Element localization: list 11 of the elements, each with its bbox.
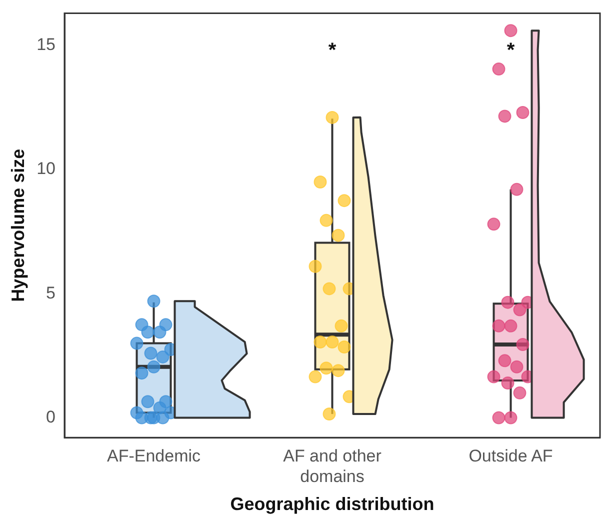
x-tick-label: Outside AF [468, 446, 553, 466]
x-tick-label: AF-Endemic [106, 446, 202, 466]
x-tick-label: AF and other domains [283, 446, 382, 486]
y-tick-label: 0 [46, 407, 56, 426]
annotation: * [328, 40, 336, 62]
y-tick-label: 5 [46, 283, 56, 302]
x-axis-title: Geographic distribution [230, 494, 434, 514]
y-axis-title: Hypervolume size [8, 148, 28, 302]
annotation: * [506, 40, 515, 62]
y-tick-label: 15 [36, 35, 56, 54]
y-tick-label: 10 [36, 159, 56, 178]
